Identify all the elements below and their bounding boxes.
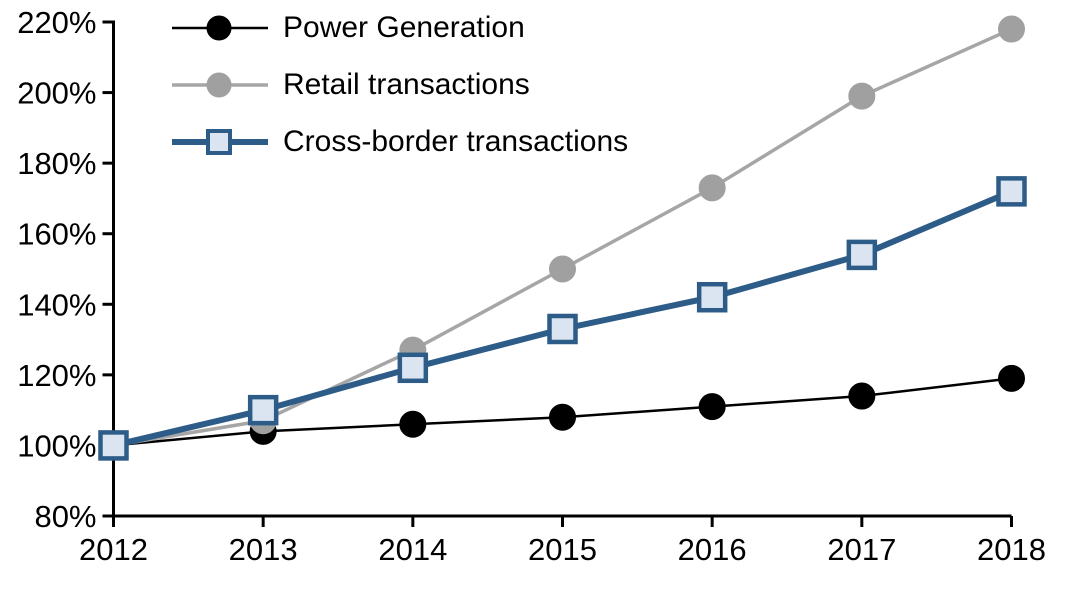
y-axis-tick-label: 220% (17, 5, 96, 40)
legend-circle-marker (206, 72, 232, 98)
x-axis-tick-label: 2018 (977, 532, 1046, 567)
data-point-1 (998, 15, 1025, 43)
data-point-2 (846, 239, 878, 271)
data-point-2 (696, 281, 728, 313)
data-point-2 (996, 176, 1027, 207)
legend-item-0: Power Generation (170, 13, 628, 43)
y-axis-tick-label: 100% (17, 428, 96, 463)
legend-marker-square-icon (172, 129, 268, 155)
data-point-1 (848, 82, 876, 110)
data-point-0 (998, 364, 1025, 392)
data-point-1 (549, 255, 576, 283)
legend-label: Retail transactions (283, 68, 530, 101)
legend-label: Power Generation (283, 11, 525, 44)
data-point-1 (698, 174, 726, 202)
data-point-2 (547, 313, 578, 345)
x-axis-tick-label: 2017 (827, 532, 896, 567)
legend-item-2: Cross-border transactions (170, 127, 628, 157)
x-axis-tick-label: 2012 (79, 532, 148, 567)
legend-marker-circle-icon (172, 15, 268, 41)
legend-label: Cross-border transactions (283, 125, 629, 158)
y-axis-tick-label: 160% (17, 217, 96, 252)
x-axis-tick-label: 2013 (229, 532, 298, 567)
legend-marker-circle-icon (172, 72, 268, 98)
data-point-0 (549, 403, 576, 431)
x-axis-tick-label: 2016 (678, 532, 747, 567)
legend-square-marker (206, 129, 232, 155)
data-point-2 (98, 430, 129, 461)
x-axis-tick-label: 2015 (528, 532, 597, 567)
chart-legend: Power Generation Retail transactions Cross… (170, 13, 628, 157)
y-axis-tick-label: 120% (17, 358, 96, 393)
y-axis-tick-label: 180% (17, 146, 96, 181)
data-point-2 (397, 352, 429, 384)
y-axis-tick-label: 80% (34, 499, 96, 534)
y-axis-tick-label: 140% (17, 287, 96, 322)
y-axis-tick-label: 200% (17, 76, 96, 111)
data-point-0 (698, 393, 726, 421)
x-axis-tick-label: 2014 (378, 532, 447, 567)
legend-circle-marker (206, 15, 232, 41)
legend-item-1: Retail transactions (170, 70, 628, 100)
data-point-0 (399, 410, 427, 438)
data-point-0 (848, 382, 876, 410)
data-point-2 (247, 394, 279, 426)
